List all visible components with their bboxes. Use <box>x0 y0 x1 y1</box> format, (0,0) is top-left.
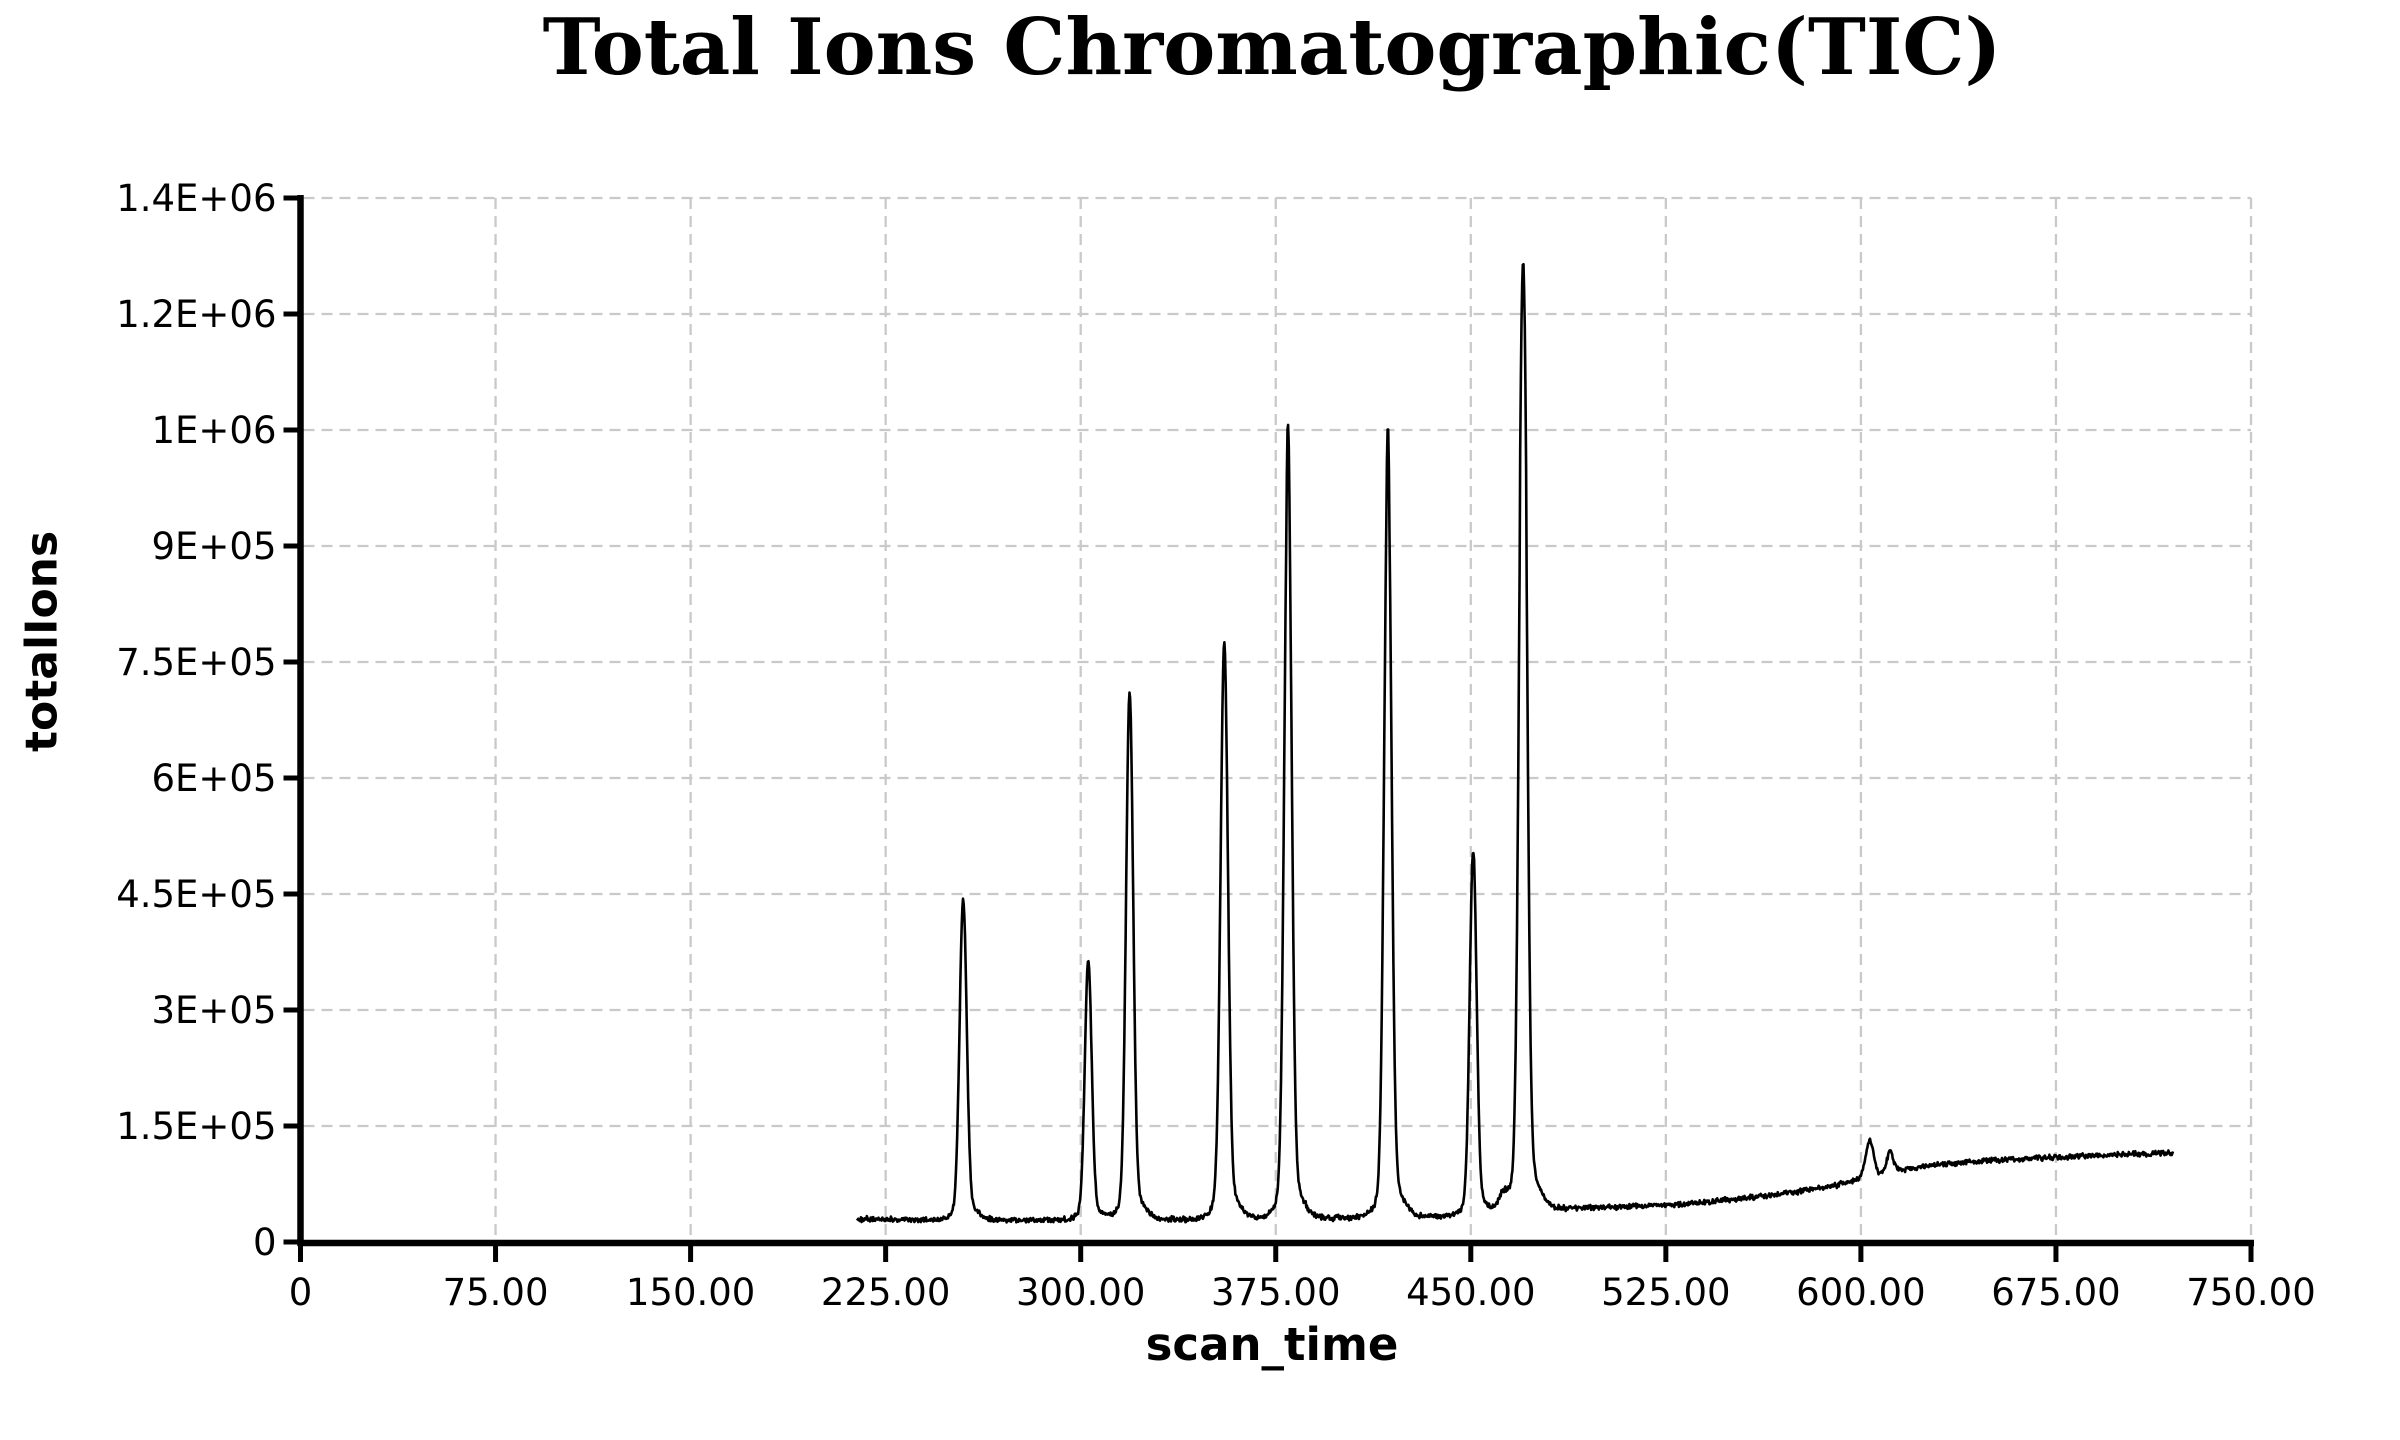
y-tick-label: 7.5E+05 <box>116 641 276 684</box>
x-axis-title: scan_time <box>1145 1318 1399 1371</box>
x-tick-label: 300.00 <box>1016 1271 1145 1314</box>
x-tick-label: 525.00 <box>1601 1271 1730 1314</box>
tic-trace <box>855 262 2175 1224</box>
y-tick-label: 4.5E+05 <box>116 873 276 916</box>
y-tick-label: 9E+05 <box>151 525 276 568</box>
y-tick-label: 6E+05 <box>151 757 276 800</box>
x-tick-label: 225.00 <box>821 1271 950 1314</box>
y-tick-label: 1.4E+06 <box>116 177 276 220</box>
x-tick-label: 600.00 <box>1796 1271 1925 1314</box>
y-tick-label: 0 <box>253 1221 277 1264</box>
y-tick-label: 1.2E+06 <box>116 293 276 336</box>
x-tick-label: 0 <box>289 1271 313 1314</box>
x-tick-label: 375.00 <box>1211 1271 1340 1314</box>
y-tick-label: 1E+06 <box>151 409 276 452</box>
x-tick-label: 750.00 <box>2186 1271 2315 1314</box>
y-tick-label: 1.5E+05 <box>116 1105 276 1148</box>
x-tick-label: 675.00 <box>1991 1271 2120 1314</box>
x-tick-label: 75.00 <box>443 1271 549 1314</box>
x-tick-label: 150.00 <box>626 1271 755 1314</box>
x-tick-label: 450.00 <box>1406 1271 1535 1314</box>
y-axis-title: totalIons <box>16 530 68 752</box>
y-tick-label: 3E+05 <box>151 989 276 1032</box>
chart-title: Total Ions Chromatographic(TIC) <box>542 2 2002 93</box>
